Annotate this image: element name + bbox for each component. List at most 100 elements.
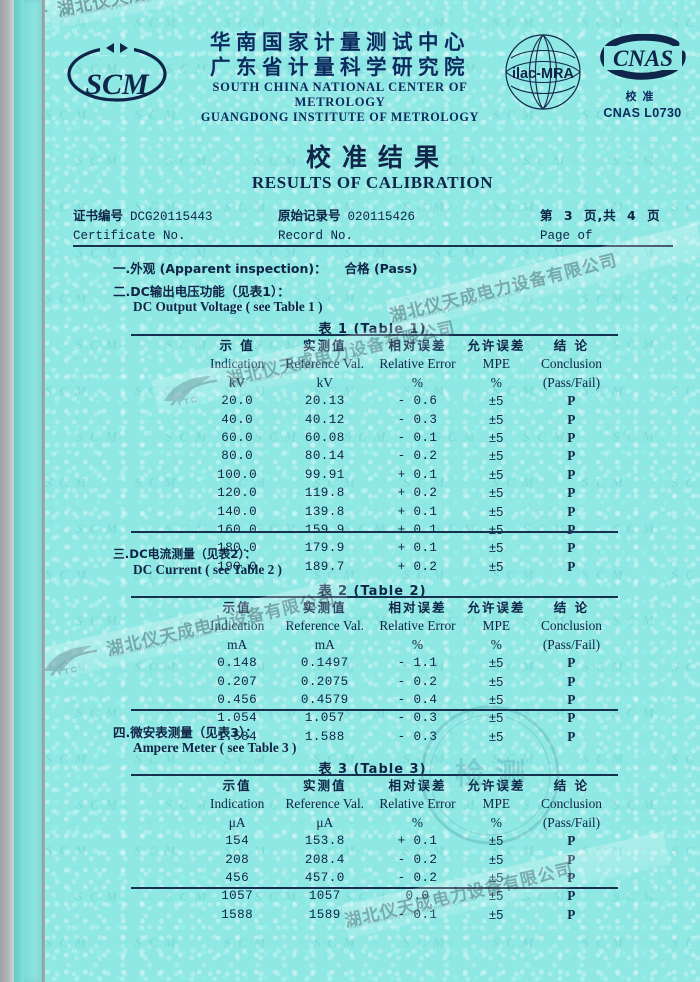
table-3-r4-c2: - 0.1 bbox=[397, 907, 438, 922]
table-3-r0-c2: + 0.1 bbox=[397, 834, 438, 849]
table-3-r1-c2: - 0.2 bbox=[397, 852, 438, 867]
table-1-header-row-cn: 示 值 实测值 相对误差 允许误差 结 论 bbox=[195, 335, 615, 354]
section-dc-output-voltage-cn: 二.DC输出电压功能（见表1）： bbox=[113, 281, 290, 300]
page-spine-shadow bbox=[0, 0, 14, 982]
table-3-r0-c4: P bbox=[567, 833, 576, 849]
table-3-r3-c1: 1057 bbox=[308, 889, 341, 904]
table-3-th-en-3: MPE bbox=[482, 795, 511, 811]
section-dc-current-cn: 三.DC电流测量（见表2）： bbox=[113, 545, 256, 562]
table-2-th-en-3: MPE bbox=[482, 617, 511, 633]
table-1-caption: 表 1 (Table 1) bbox=[318, 322, 427, 337]
org-name-en-line2: GUANGDONG INSTITUTE OF METROLOGY bbox=[200, 110, 480, 124]
table-1-r7-c1: 159.9 bbox=[304, 522, 345, 537]
table-3-th-cn-0: 示值 bbox=[222, 778, 252, 793]
table-row: 160.0 159.9 + 0.1 ±5 P bbox=[195, 521, 615, 539]
table-3-r3-c2: 0.0 bbox=[405, 889, 430, 904]
table-2-r2-c2: - 0.4 bbox=[397, 692, 438, 707]
table-2-header-row-en: Indication Reference Val. Relative Error MP… bbox=[195, 616, 615, 635]
organization-name-block: 华南国家计量测试中心 广东省计量科学研究院 SOUTH CHINA NATION… bbox=[180, 30, 500, 125]
table-1-r5-c2: + 0.2 bbox=[397, 486, 438, 501]
table-2-header-row-cn: 示值 实测值 相对误差 允许误差 结 论 bbox=[195, 597, 615, 616]
table-3: 示值 实测值 相对误差 允许误差 结 论 Indication Reference Val.… bbox=[195, 775, 615, 924]
org-name-cn-line1: 华南国家计量测试中心 bbox=[210, 30, 470, 54]
table-2-r4-c3: ±5 bbox=[488, 729, 504, 744]
page-label-suffix: 页 bbox=[647, 208, 661, 223]
table-1-r8-c0: 180.0 bbox=[217, 541, 258, 556]
table-1-r2-c2: - 0.1 bbox=[397, 430, 438, 445]
page-number-field: 第 3 页,共 4 页 Page of bbox=[540, 205, 661, 243]
certificate-number-label-en: Certificate No. bbox=[73, 229, 186, 243]
table-1-th-cn-2: 相对误差 bbox=[388, 338, 447, 353]
table-row: 208 208.4 - 0.2 ±5 P bbox=[195, 850, 615, 868]
table-2-th-unit-1: mA bbox=[314, 636, 335, 652]
svg-text:CNAS: CNAS bbox=[613, 46, 673, 71]
table-3-r4-c3: ±5 bbox=[488, 907, 504, 922]
table-3-th-en-2: Relative Error bbox=[379, 795, 456, 811]
table-1-r0-c1: 20.13 bbox=[304, 394, 345, 409]
table-1-r4-c4: P bbox=[567, 466, 576, 482]
table-row: 1057 1057 0.0 ±5 P bbox=[195, 887, 615, 905]
page-title-en: RESULTS OF CALIBRATION bbox=[251, 173, 494, 192]
table-row: 1.054 1.057 - 0.3 ±5 P bbox=[195, 709, 615, 727]
table-3-r3-c4: P bbox=[567, 888, 576, 904]
table-row: 120.0 119.8 + 0.2 ±5 P bbox=[195, 484, 615, 502]
table-1-th-cn-1: 实测值 bbox=[303, 338, 347, 353]
table-1-r4-c0: 100.0 bbox=[217, 467, 258, 482]
table-1-r7-c4: P bbox=[567, 521, 576, 537]
cnas-logo-block: CNAS 校准 CNAS L0730 bbox=[590, 33, 695, 120]
table-2-r3-c4: P bbox=[567, 710, 576, 726]
table-1-th-cn-4: 结 论 bbox=[553, 338, 590, 353]
table-1-r9-c0: 190.0 bbox=[217, 559, 258, 574]
table-2-r2-c0: 0.456 bbox=[217, 692, 258, 707]
table-3-r0-c3: ±5 bbox=[488, 834, 504, 849]
page-spine-outer bbox=[24, 0, 42, 982]
table-1-r7-c2: + 0.1 bbox=[397, 522, 438, 537]
table-3-r2-c4: P bbox=[567, 869, 576, 885]
table-1-header-row-en: Indication Reference Val. Relative Error MP… bbox=[195, 354, 615, 373]
certificate-number-label-cn: 证书编号 bbox=[73, 208, 124, 223]
section-ampere-title-cn: 微安表测量（见表3）： bbox=[130, 725, 258, 740]
table-1-r3-c1: 80.14 bbox=[304, 449, 345, 464]
certificate-content: SCM 华南国家计量测试中心 广东省计量科学研究院 SOUTH CHINA NA… bbox=[45, 0, 700, 982]
table-row: 0.207 0.2075 - 0.2 ±5 P bbox=[195, 672, 615, 690]
cnas-logo-icon: CNAS bbox=[600, 33, 686, 80]
table-1-th-en-1: Reference Val. bbox=[285, 355, 365, 371]
table-2-bottom-rule bbox=[131, 709, 618, 712]
table-2-r0-c2: - 1.1 bbox=[397, 656, 438, 671]
table-1-r9-c4: P bbox=[567, 558, 576, 574]
table-1-r3-c2: - 0.2 bbox=[397, 449, 438, 464]
table-1-th-unit-4: (Pass/Fail) bbox=[542, 374, 601, 390]
table-1-r4-c3: ±5 bbox=[488, 467, 504, 482]
table-row: 40.0 40.12 - 0.3 ±5 P bbox=[195, 410, 615, 428]
table-2-th-en-4: Conclusion bbox=[540, 617, 602, 633]
table-2-r4-c0: 1.584 bbox=[217, 729, 258, 744]
table-1-r7-c0: 160.0 bbox=[217, 522, 258, 537]
table-1-r3-c0: 80.0 bbox=[221, 449, 254, 464]
table-2-r2-c3: ±5 bbox=[488, 692, 504, 707]
section-dc-current-number: 三. bbox=[113, 547, 130, 561]
table-1-r9-c3: ±5 bbox=[488, 559, 504, 574]
table-3-r2-c2: - 0.2 bbox=[397, 870, 438, 885]
table-1-r1-c4: P bbox=[567, 411, 576, 427]
table-row: 456 457.0 - 0.2 ±5 P bbox=[195, 869, 615, 887]
table-3-header-row-unit: μA μA%% (Pass/Fail) bbox=[195, 813, 615, 832]
table-1-r5-c3: ±5 bbox=[488, 486, 504, 501]
table-1-th-cn-0: 示 值 bbox=[219, 338, 255, 353]
table-1-r8-c1: 179.9 bbox=[304, 541, 345, 556]
table-row: 180.0 179.9 + 0.1 ±5 P bbox=[195, 539, 615, 557]
table-2-r4-c4: P bbox=[567, 728, 576, 744]
table-2-top-rule bbox=[131, 596, 618, 599]
table-2-r2-c1: 0.4579 bbox=[300, 692, 349, 707]
table-1-th-en-2: Relative Error bbox=[379, 355, 456, 371]
table-3-th-unit-0: μA bbox=[228, 814, 246, 830]
table-2: 示值 实测值 相对误差 允许误差 结 论 Indication Reference Val.… bbox=[195, 597, 615, 746]
table-1-r5-c4: P bbox=[567, 485, 576, 501]
section-ampere-number: 四. bbox=[113, 725, 131, 740]
table-2-r4-c1: 1.588 bbox=[304, 729, 345, 744]
record-number-label-en: Record No. bbox=[278, 229, 354, 243]
table-1-th-en-0: Indication bbox=[209, 355, 265, 371]
table-1-r6-c0: 140.0 bbox=[217, 504, 258, 519]
table-2-r1-c4: P bbox=[567, 673, 576, 689]
table-3-r4-c1: 1589 bbox=[308, 907, 341, 922]
